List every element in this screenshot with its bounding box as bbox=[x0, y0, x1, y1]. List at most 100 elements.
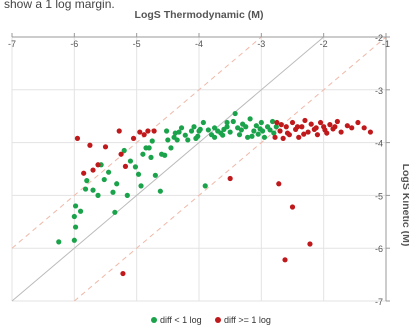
point-diff-over-1-log bbox=[137, 129, 143, 135]
point-diff-over-1-log bbox=[276, 181, 282, 187]
point-diff-over-1-log bbox=[227, 175, 233, 182]
point-diff-under-1-log bbox=[188, 128, 195, 134]
y-tick-label: -2 bbox=[375, 33, 383, 43]
legend-marker-series-1 bbox=[151, 317, 157, 323]
point-diff-over-1-log bbox=[349, 125, 355, 131]
point-diff-over-1-log bbox=[284, 130, 291, 136]
point-diff-under-1-log bbox=[196, 128, 202, 134]
point-diff-over-1-log bbox=[95, 162, 101, 168]
point-diff-over-1-log bbox=[151, 128, 157, 134]
point-diff-under-1-log bbox=[114, 181, 120, 187]
point-diff-under-1-log bbox=[245, 134, 251, 140]
point-diff-over-1-log bbox=[301, 131, 307, 137]
point-diff-under-1-log bbox=[269, 118, 276, 125]
point-diff-under-1-log bbox=[273, 124, 279, 130]
point-diff-under-1-log bbox=[72, 203, 79, 209]
point-diff-under-1-log bbox=[211, 134, 218, 140]
point-diff-over-1-log bbox=[307, 241, 313, 247]
point-diff-under-1-log bbox=[149, 138, 155, 144]
point-diff-over-1-log bbox=[87, 142, 93, 148]
point-diff-over-1-log bbox=[317, 119, 324, 126]
point-diff-under-1-log bbox=[191, 124, 197, 130]
point-diff-under-1-log bbox=[146, 145, 152, 151]
point-diff-under-1-log bbox=[77, 208, 84, 214]
x-tick-label: -3 bbox=[257, 39, 265, 49]
y-tick-label: -6 bbox=[375, 244, 383, 254]
point-diff-over-1-log bbox=[314, 132, 321, 138]
point-diff-over-1-log bbox=[302, 117, 308, 124]
x-tick-label: -1 bbox=[382, 39, 390, 49]
point-diff-over-1-log bbox=[74, 135, 81, 141]
chart-title: LogS Thermodynamic (M) bbox=[135, 9, 264, 21]
point-diff-over-1-log bbox=[322, 127, 328, 133]
point-diff-over-1-log bbox=[299, 124, 305, 130]
legend: diff < 1 log diff >= 1 log bbox=[151, 315, 271, 325]
x-tick-label: -2 bbox=[320, 39, 328, 49]
point-diff-under-1-log bbox=[56, 239, 62, 245]
point-diff-over-1-log bbox=[282, 257, 288, 263]
point-diff-under-1-log bbox=[211, 125, 218, 131]
point-diff-over-1-log bbox=[81, 170, 87, 176]
point-diff-under-1-log bbox=[253, 123, 259, 129]
point-diff-under-1-log bbox=[127, 158, 134, 164]
point-diff-over-1-log bbox=[332, 124, 338, 130]
point-diff-under-1-log bbox=[232, 110, 238, 117]
point-diff-under-1-log bbox=[230, 118, 236, 125]
point-diff-over-1-log bbox=[280, 135, 286, 141]
y-tick-label: -4 bbox=[375, 139, 383, 149]
point-diff-under-1-log bbox=[193, 135, 199, 141]
point-diff-over-1-log bbox=[130, 135, 137, 141]
x-tick-label: -5 bbox=[133, 39, 141, 49]
point-diff-under-1-log bbox=[224, 119, 230, 126]
point-diff-under-1-log bbox=[110, 189, 116, 195]
point-diff-over-1-log bbox=[305, 129, 311, 135]
point-diff-under-1-log bbox=[185, 137, 191, 143]
point-diff-under-1-log bbox=[271, 130, 277, 136]
point-diff-over-1-log bbox=[296, 134, 302, 140]
point-diff-over-1-log bbox=[334, 118, 340, 125]
point-diff-under-1-log bbox=[258, 119, 264, 126]
point-diff-over-1-log bbox=[313, 125, 319, 131]
y-tick-label: -5 bbox=[375, 191, 383, 201]
point-diff-under-1-log bbox=[243, 124, 249, 130]
point-diff-under-1-log bbox=[247, 116, 253, 122]
point-diff-under-1-log bbox=[72, 224, 79, 230]
point-diff-over-1-log bbox=[355, 119, 361, 126]
point-diff-under-1-log bbox=[148, 154, 154, 160]
point-diff-over-1-log bbox=[338, 129, 344, 135]
y-tick-label: -3 bbox=[375, 86, 383, 96]
point-diff-under-1-log bbox=[121, 147, 127, 154]
x-tick-label: -7 bbox=[8, 39, 16, 49]
x-tick-labels: -7 -6 -5 -4 -3 -2 -1 bbox=[8, 39, 390, 49]
legend-label-series-1: diff < 1 log bbox=[160, 315, 202, 325]
point-diff-under-1-log bbox=[82, 186, 89, 192]
point-diff-under-1-log bbox=[236, 132, 243, 138]
point-diff-under-1-log bbox=[176, 129, 182, 135]
point-diff-over-1-log bbox=[90, 167, 96, 173]
x-tick-label: -6 bbox=[70, 39, 78, 49]
point-diff-under-1-log bbox=[261, 134, 268, 140]
y-tick-labels: -2 -3 -4 -5 -6 -7 bbox=[375, 33, 383, 307]
point-diff-under-1-log bbox=[84, 178, 90, 184]
legend-marker-series-2 bbox=[215, 317, 221, 323]
reference-line bbox=[11, 36, 262, 249]
point-diff-under-1-log bbox=[249, 133, 255, 139]
clipped-caption-text: show a 1 log margin. bbox=[4, 0, 115, 11]
reference-line bbox=[11, 36, 324, 302]
point-diff-over-1-log bbox=[278, 122, 284, 128]
point-diff-over-1-log bbox=[274, 119, 280, 126]
point-diff-under-1-log bbox=[202, 183, 208, 189]
point-diff-over-1-log bbox=[122, 163, 129, 169]
point-diff-over-1-log bbox=[141, 132, 147, 138]
reference-lines bbox=[11, 36, 387, 302]
point-diff-under-1-log bbox=[174, 137, 180, 143]
point-diff-under-1-log bbox=[132, 164, 139, 170]
point-diff-under-1-log bbox=[227, 129, 233, 135]
point-diff-over-1-log bbox=[367, 129, 374, 135]
point-diff-under-1-log bbox=[71, 237, 77, 243]
point-diff-under-1-log bbox=[255, 131, 261, 137]
point-diff-over-1-log bbox=[277, 128, 283, 134]
point-diff-under-1-log bbox=[138, 183, 144, 189]
point-diff-over-1-log bbox=[344, 123, 350, 129]
